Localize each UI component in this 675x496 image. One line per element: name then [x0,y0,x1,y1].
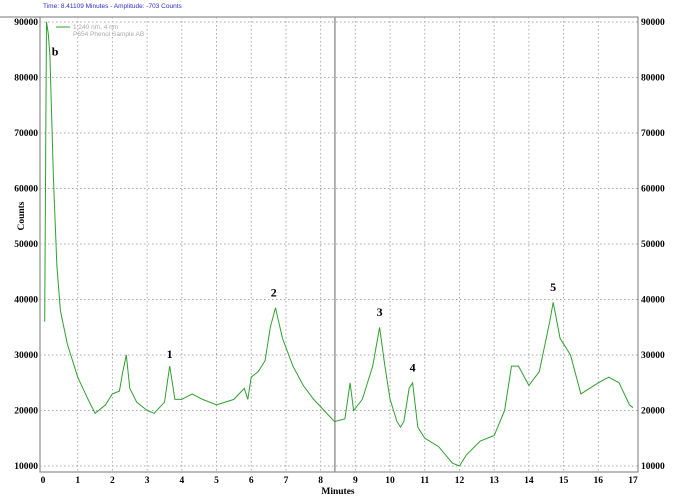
y-tick-label-left: 80000 [14,74,38,84]
y-tick-label-right: 70000 [641,129,665,139]
x-tick-label: 10 [385,476,395,486]
x-tick-label: 1 [75,476,80,486]
x-tick-label: 8 [318,476,323,486]
y-tick-label-left: 60000 [14,185,38,195]
legend-entry: 1:240 nm, 4 nm [73,24,118,31]
y-tick-label-left: 40000 [14,296,38,306]
plot-frame [39,16,639,473]
peak-label-2: 2 [271,286,277,300]
y-tick-label-left: 50000 [14,240,38,250]
x-tick-label: 5 [214,476,219,486]
x-axis-label: Minutes [321,487,355,496]
y-tick-label-right: 80000 [641,74,665,84]
cursor-readout: Time: 8.41109 Minutes - Amplitude: -703 … [43,3,182,10]
y-tick-label-right: 50000 [641,240,665,250]
peak-label-4: 4 [410,361,416,375]
x-tick-label: 4 [179,476,184,486]
y-axis-label: Counts [17,201,27,230]
x-tick-label: 0 [41,476,46,486]
y-tick-label-right: 40000 [641,296,665,306]
y-tick-label-left: 30000 [14,351,38,361]
x-tick-label: 3 [145,476,150,486]
peak-label-1: 1 [167,347,173,361]
x-tick-label: 16 [594,476,604,486]
chromatogram-trace [44,21,634,467]
x-tick-label: 14 [524,476,534,486]
x-tick-label: 12 [455,476,465,486]
y-tick-label-left: 90000 [14,18,38,28]
y-tick-label-left: 10000 [14,462,38,472]
x-tick-label: 9 [353,476,358,486]
y-tick-label-right: 20000 [641,407,665,417]
x-tick-label: 17 [628,476,638,486]
peak-label-3: 3 [377,305,383,319]
peak-label-b: b [52,44,59,58]
x-tick-label: 15 [559,476,569,486]
y-tick-label-right: 90000 [641,18,665,28]
y-tick-label-right: 10000 [641,462,665,472]
legend-entry: P654 Phenol Sample AB [73,31,144,38]
y-tick-label-right: 60000 [641,185,665,195]
y-tick-label-left: 70000 [14,129,38,139]
x-tick-label: 13 [489,476,499,486]
y-tick-label-right: 30000 [641,351,665,361]
x-tick-label: 6 [249,476,254,486]
x-tick-label: 7 [284,476,289,486]
x-tick-label: 2 [110,476,115,486]
x-tick-label: 11 [420,476,429,486]
y-tick-label-left: 20000 [14,407,38,417]
peak-label-5: 5 [550,280,556,294]
